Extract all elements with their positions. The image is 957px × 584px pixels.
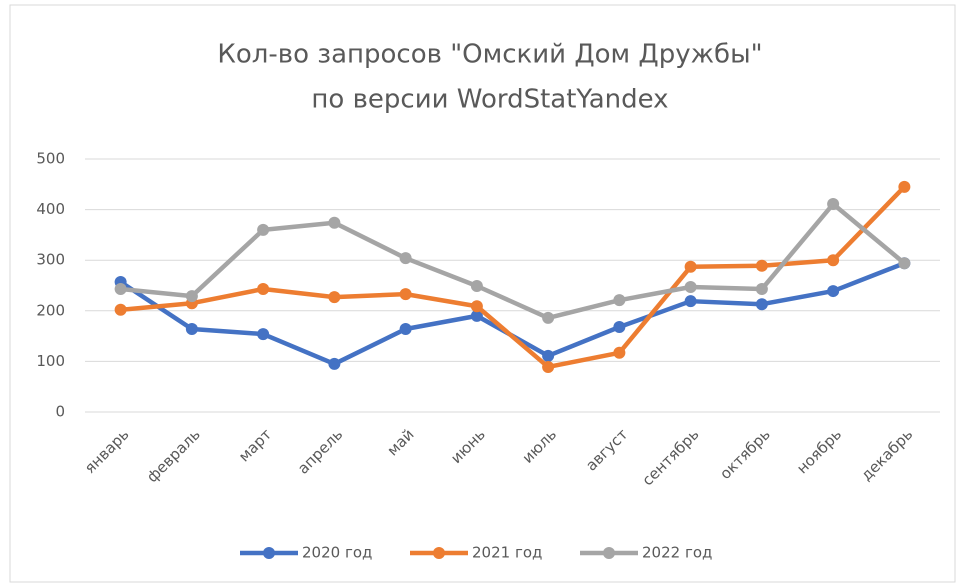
chart-title: Кол-во запросов "Омский Дом Дружбы" — [217, 40, 762, 70]
legend-label: 2020 год — [302, 544, 372, 562]
y-tick-label: 200 — [36, 301, 65, 319]
data-point — [898, 180, 911, 193]
data-point — [827, 285, 840, 298]
data-point — [328, 291, 341, 304]
data-point — [185, 323, 198, 336]
data-point — [399, 288, 412, 301]
y-tick-label: 400 — [36, 200, 65, 218]
data-point — [684, 281, 697, 294]
data-point — [542, 311, 555, 324]
data-point — [542, 360, 555, 373]
data-point — [470, 309, 483, 322]
y-tick-label: 0 — [55, 403, 65, 421]
data-point — [613, 294, 626, 307]
data-point — [827, 198, 840, 211]
data-point — [827, 254, 840, 267]
data-point — [470, 300, 483, 313]
legend-label: 2022 год — [642, 544, 712, 562]
y-tick-label: 500 — [36, 150, 65, 168]
data-point — [898, 257, 911, 270]
data-point — [613, 346, 626, 359]
data-point — [399, 323, 412, 336]
data-point — [114, 303, 127, 316]
legend-label: 2021 год — [472, 544, 542, 562]
series-line — [120, 185, 906, 370]
data-point — [399, 252, 412, 265]
y-tick-label: 300 — [36, 251, 65, 269]
data-point — [684, 295, 697, 308]
data-point — [684, 260, 697, 273]
data-point — [328, 216, 341, 229]
data-point — [328, 357, 341, 370]
data-point — [257, 223, 270, 236]
data-point — [257, 328, 270, 341]
data-point — [257, 283, 270, 296]
data-point — [185, 290, 198, 303]
data-point — [755, 259, 768, 272]
series-line — [120, 201, 906, 321]
legend-swatch — [603, 547, 615, 559]
data-point — [613, 320, 626, 333]
data-point — [755, 298, 768, 311]
y-tick-label: 100 — [36, 352, 65, 370]
legend-swatch — [433, 547, 445, 559]
data-point — [470, 280, 483, 293]
data-point — [542, 349, 555, 362]
data-point — [114, 283, 127, 296]
legend-swatch — [263, 547, 275, 559]
data-point — [755, 283, 768, 296]
chart-title: по версии WordStatYandex — [311, 85, 668, 115]
